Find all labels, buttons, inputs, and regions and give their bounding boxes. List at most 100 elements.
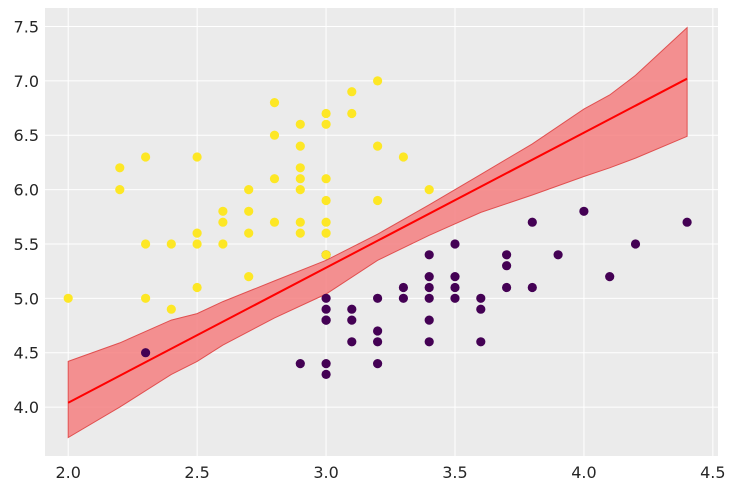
data-point-class-1 [347,108,357,119]
data-point-class-1 [192,282,202,293]
data-point-class-0 [476,304,486,314]
data-point-class-0 [630,239,641,249]
y-tick-label: 7.5 [14,17,39,36]
data-point-class-0 [450,239,460,249]
data-point-class-0 [373,359,383,369]
data-point-class-1 [244,272,254,282]
data-point-class-1 [321,228,331,238]
data-point-class-1 [321,174,331,184]
data-point-class-0 [527,217,537,227]
data-point-class-1 [269,217,280,227]
data-point-class-1 [321,108,331,119]
data-point-class-0 [321,293,331,303]
x-tick-label: 2.0 [55,463,80,482]
data-point-class-0 [527,282,537,293]
data-point-class-0 [141,348,151,358]
data-point-class-1 [295,217,305,227]
data-point-class-1 [373,76,383,86]
credible-band [67,26,688,439]
data-point-class-0 [682,217,692,227]
data-point-class-1 [424,185,434,195]
data-point-class-0 [373,337,383,347]
data-point-class-1 [373,141,383,151]
data-point-class-0 [347,337,357,347]
data-point-class-1 [295,141,305,151]
band-area [67,26,688,439]
data-point-class-1 [218,217,228,227]
data-point-class-1 [321,250,331,260]
data-point-class-0 [373,326,383,336]
data-point-class-0 [321,369,331,379]
data-point-class-0 [579,206,589,216]
data-point-class-1 [373,195,383,206]
data-point-class-1 [218,239,228,249]
data-point-class-1 [244,228,254,238]
data-point-class-0 [321,315,331,325]
data-point-class-0 [424,337,434,347]
data-point-class-0 [321,359,331,369]
data-point-class-0 [553,250,563,260]
data-point-class-0 [295,359,305,369]
y-tick-label: 5.5 [14,235,39,254]
data-point-class-0 [450,282,460,293]
y-tick-label: 4.0 [14,398,39,417]
data-point-class-0 [424,282,434,293]
data-point-class-0 [450,272,460,282]
data-point-class-1 [115,163,125,173]
y-tick-label: 6.5 [14,126,39,145]
data-point-class-1 [321,119,331,129]
y-tick-label: 7.0 [14,72,39,91]
y-axis-ticks: 4.0 4.5 5.0 5.5 6.0 6.5 7.0 7.5 [14,17,39,417]
data-point-class-1 [244,185,254,195]
data-point-class-1 [321,195,331,206]
data-point-class-0 [373,293,383,303]
data-point-class-0 [398,293,408,303]
data-point-class-0 [476,337,486,347]
y-tick-label: 5.0 [14,289,39,308]
fit-line-layer [67,77,688,404]
x-tick-label: 2.5 [184,463,209,482]
data-point-class-1 [269,98,280,108]
data-point-class-1 [141,239,151,249]
data-point-class-1 [192,239,202,249]
data-point-class-1 [115,185,125,195]
x-tick-label: 3.5 [442,463,467,482]
data-point-class-1 [269,174,280,184]
data-point-class-1 [141,293,151,303]
data-point-class-0 [502,282,512,293]
data-point-class-0 [605,272,615,282]
x-tick-label: 4.0 [571,463,596,482]
data-point-class-0 [347,315,357,325]
data-point-class-1 [321,217,331,227]
data-point-class-0 [502,261,512,271]
data-point-class-1 [295,163,305,173]
x-tick-label: 4.5 [700,463,725,482]
data-point-class-1 [166,304,176,314]
data-points [63,76,692,379]
data-point-class-0 [424,293,434,303]
data-point-class-0 [424,250,434,260]
data-point-class-0 [424,272,434,282]
data-point-class-0 [476,293,486,303]
data-point-class-0 [450,293,460,303]
y-tick-label: 6.0 [14,181,39,200]
y-tick-label: 4.5 [14,344,39,363]
data-point-class-1 [269,130,280,140]
data-point-class-1 [141,152,151,162]
data-point-class-0 [502,250,512,260]
data-point-class-1 [295,119,305,129]
data-point-class-0 [398,282,408,293]
data-point-class-1 [63,293,73,303]
data-point-class-0 [424,315,434,325]
fit-line [67,77,688,404]
data-point-class-1 [166,239,176,249]
data-point-class-1 [192,152,202,162]
data-point-class-1 [295,228,305,238]
data-point-class-1 [398,152,408,162]
data-point-class-0 [347,304,357,314]
x-axis-ticks: 2.0 2.5 3.0 3.5 4.0 4.5 [55,463,725,482]
data-point-class-1 [295,174,305,184]
data-point-class-1 [244,206,254,216]
data-point-class-1 [192,228,202,238]
